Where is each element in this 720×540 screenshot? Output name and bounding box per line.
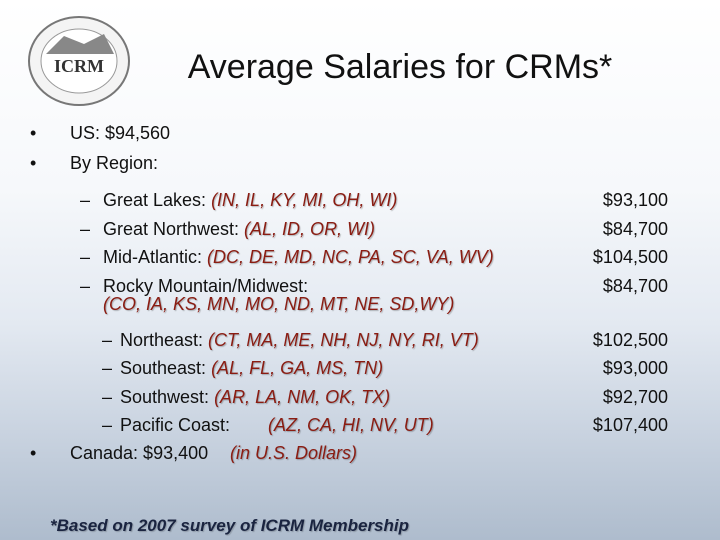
region-name: Southeast: — [120, 358, 207, 378]
region-line: Northeast: (CT, MA, ME, NH, NJ, NY, RI, V… — [120, 331, 479, 349]
bullet-marker: • — [30, 123, 37, 143]
region-line: Pacific Coast: (AZ, CA, HI, NV, UT) — [120, 416, 434, 434]
region-states: (AL, ID, OR, WI) — [244, 219, 376, 239]
canada-note: (in U.S. Dollars) — [230, 443, 358, 463]
bullet-marker: – — [102, 358, 113, 378]
region-salary: $93,100 — [602, 190, 668, 210]
region-salary: $93,000 — [602, 358, 668, 378]
bullet-marker: – — [102, 387, 113, 407]
region-salary: $104,500 — [592, 247, 668, 267]
region-line: Great Northwest: (AL, ID, OR, WI) — [103, 220, 375, 238]
region-states: (DC, DE, MD, NC, PA, SC, VA, WV) — [207, 247, 494, 267]
bullet-marker: – — [80, 219, 91, 239]
bullet-marker: – — [102, 330, 113, 350]
region-salary: $92,700 — [602, 387, 668, 407]
region-line: Mid-Atlantic: (DC, DE, MD, NC, PA, SC, VA… — [103, 248, 494, 266]
bullet-marker: – — [80, 190, 91, 210]
region-name: Northeast: — [120, 330, 204, 350]
region-states: (AR, LA, NM, OK, TX) — [214, 387, 391, 407]
region-line: Southeast: (AL, FL, GA, MS, TN) — [120, 359, 383, 377]
region-name: Great Northwest: — [103, 219, 240, 239]
region-salary: $107,400 — [592, 415, 668, 435]
bullet-marker: • — [30, 153, 37, 173]
region-name: Pacific Coast: — [120, 415, 231, 435]
region-states: (IN, IL, KY, MI, OH, WI) — [211, 190, 398, 210]
region-states: (AL, FL, GA, MS, TN) — [211, 358, 384, 378]
region-name: Southwest: — [120, 387, 210, 407]
footnote: *Based on 2007 survey of ICRM Membership — [50, 516, 410, 535]
region-salary: $84,700 — [602, 276, 668, 296]
region-salary: $84,700 — [602, 219, 668, 239]
region-name: Mid-Atlantic: — [103, 247, 203, 267]
region-line: Rocky Mountain/Midwest: — [103, 277, 308, 295]
region-name: Great Lakes: — [103, 190, 207, 210]
region-line: Great Lakes: (IN, IL, KY, MI, OH, WI) — [103, 191, 397, 209]
region-name: Rocky Mountain/Midwest: — [103, 276, 309, 296]
bullet-marker: • — [30, 443, 37, 463]
bullet-marker: – — [80, 247, 91, 267]
region-states: (AZ, CA, HI, NV, UT) — [268, 415, 434, 435]
canada-text: Canada: $93,400 — [70, 443, 209, 463]
bullet-text: By Region: — [70, 153, 159, 173]
slide-title: Average Salaries for CRMs* — [187, 48, 613, 86]
bullet-marker: – — [102, 415, 113, 435]
logo-text: ICRM — [54, 56, 104, 76]
region-salary: $102,500 — [592, 330, 668, 350]
region-states: (CO, IA, KS, MN, MO, ND, MT, NE, SD,WY) — [103, 294, 455, 314]
bullet-marker: – — [80, 276, 91, 296]
region-states: (CT, MA, ME, NH, NJ, NY, RI, VT) — [208, 330, 479, 350]
logo: ICRM — [28, 16, 130, 106]
bullet-text: US: $94,560 — [70, 123, 171, 143]
region-line: Southwest: (AR, LA, NM, OK, TX) — [120, 388, 390, 406]
